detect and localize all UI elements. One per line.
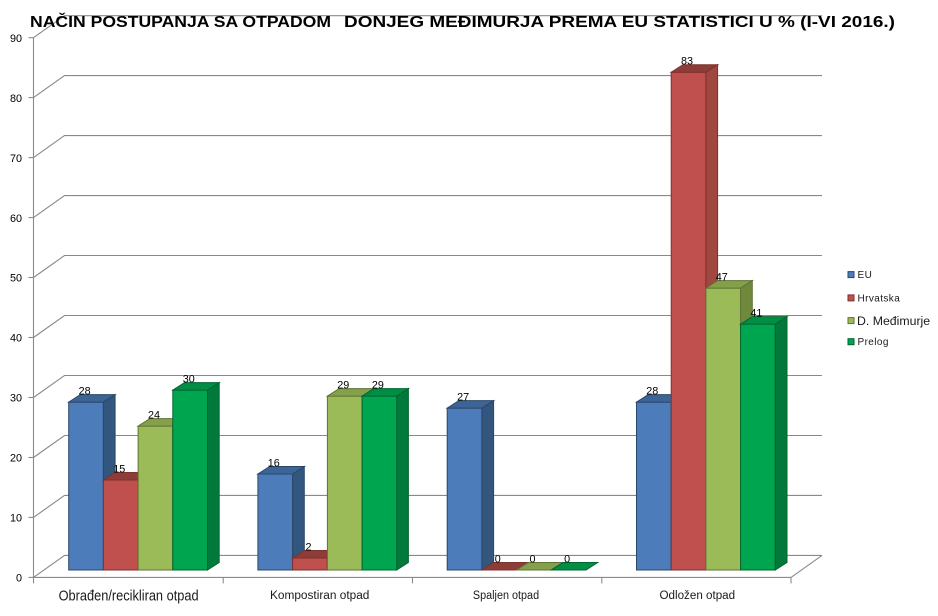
svg-text:30: 30 xyxy=(183,374,195,386)
svg-text:41: 41 xyxy=(750,308,762,320)
svg-text:83: 83 xyxy=(681,56,693,68)
svg-text:15: 15 xyxy=(113,464,125,476)
svg-text:40: 40 xyxy=(10,333,22,345)
svg-text:Kompostiran otpad: Kompostiran otpad xyxy=(270,590,369,602)
svg-text:10: 10 xyxy=(10,513,22,525)
svg-text:2: 2 xyxy=(305,542,311,554)
svg-text:90: 90 xyxy=(10,33,22,45)
svg-text:Odložen otpad: Odložen otpad xyxy=(660,590,736,602)
svg-text:0: 0 xyxy=(564,554,570,566)
svg-text:D. Međimurje: D. Međimurje xyxy=(857,314,930,328)
svg-text:NAČIN POSTUPANJA SA OTPADOM: NAČIN POSTUPANJA SA OTPADOM xyxy=(30,12,331,31)
svg-text:EU: EU xyxy=(858,270,873,281)
svg-text:60: 60 xyxy=(10,213,22,225)
svg-text:50: 50 xyxy=(10,273,22,285)
svg-text:Spaljen otpad: Spaljen otpad xyxy=(473,590,539,602)
svg-text:27: 27 xyxy=(457,392,469,404)
svg-text:80: 80 xyxy=(10,93,22,105)
svg-text:29: 29 xyxy=(337,380,349,392)
svg-text:47: 47 xyxy=(716,272,728,284)
svg-text:0: 0 xyxy=(529,554,535,566)
svg-text:0: 0 xyxy=(16,573,22,585)
svg-text:28: 28 xyxy=(646,386,658,398)
svg-text:0: 0 xyxy=(495,554,501,566)
svg-text:24: 24 xyxy=(148,410,160,422)
svg-text:20: 20 xyxy=(10,453,22,465)
svg-text:16: 16 xyxy=(268,458,280,470)
svg-text:28: 28 xyxy=(79,386,91,398)
svg-text:Obrađen/recikliran otpad: Obrađen/recikliran otpad xyxy=(59,588,199,605)
svg-text:DONJEG MEĐIMURJA PREMA EU STAT: DONJEG MEĐIMURJA PREMA EU STATISTICI U %… xyxy=(344,14,895,31)
svg-text:70: 70 xyxy=(10,153,22,165)
svg-text:29: 29 xyxy=(372,380,384,392)
svg-text:Prelog: Prelog xyxy=(858,337,889,348)
svg-text:Hrvatska: Hrvatska xyxy=(858,293,901,304)
svg-text:30: 30 xyxy=(10,393,22,405)
